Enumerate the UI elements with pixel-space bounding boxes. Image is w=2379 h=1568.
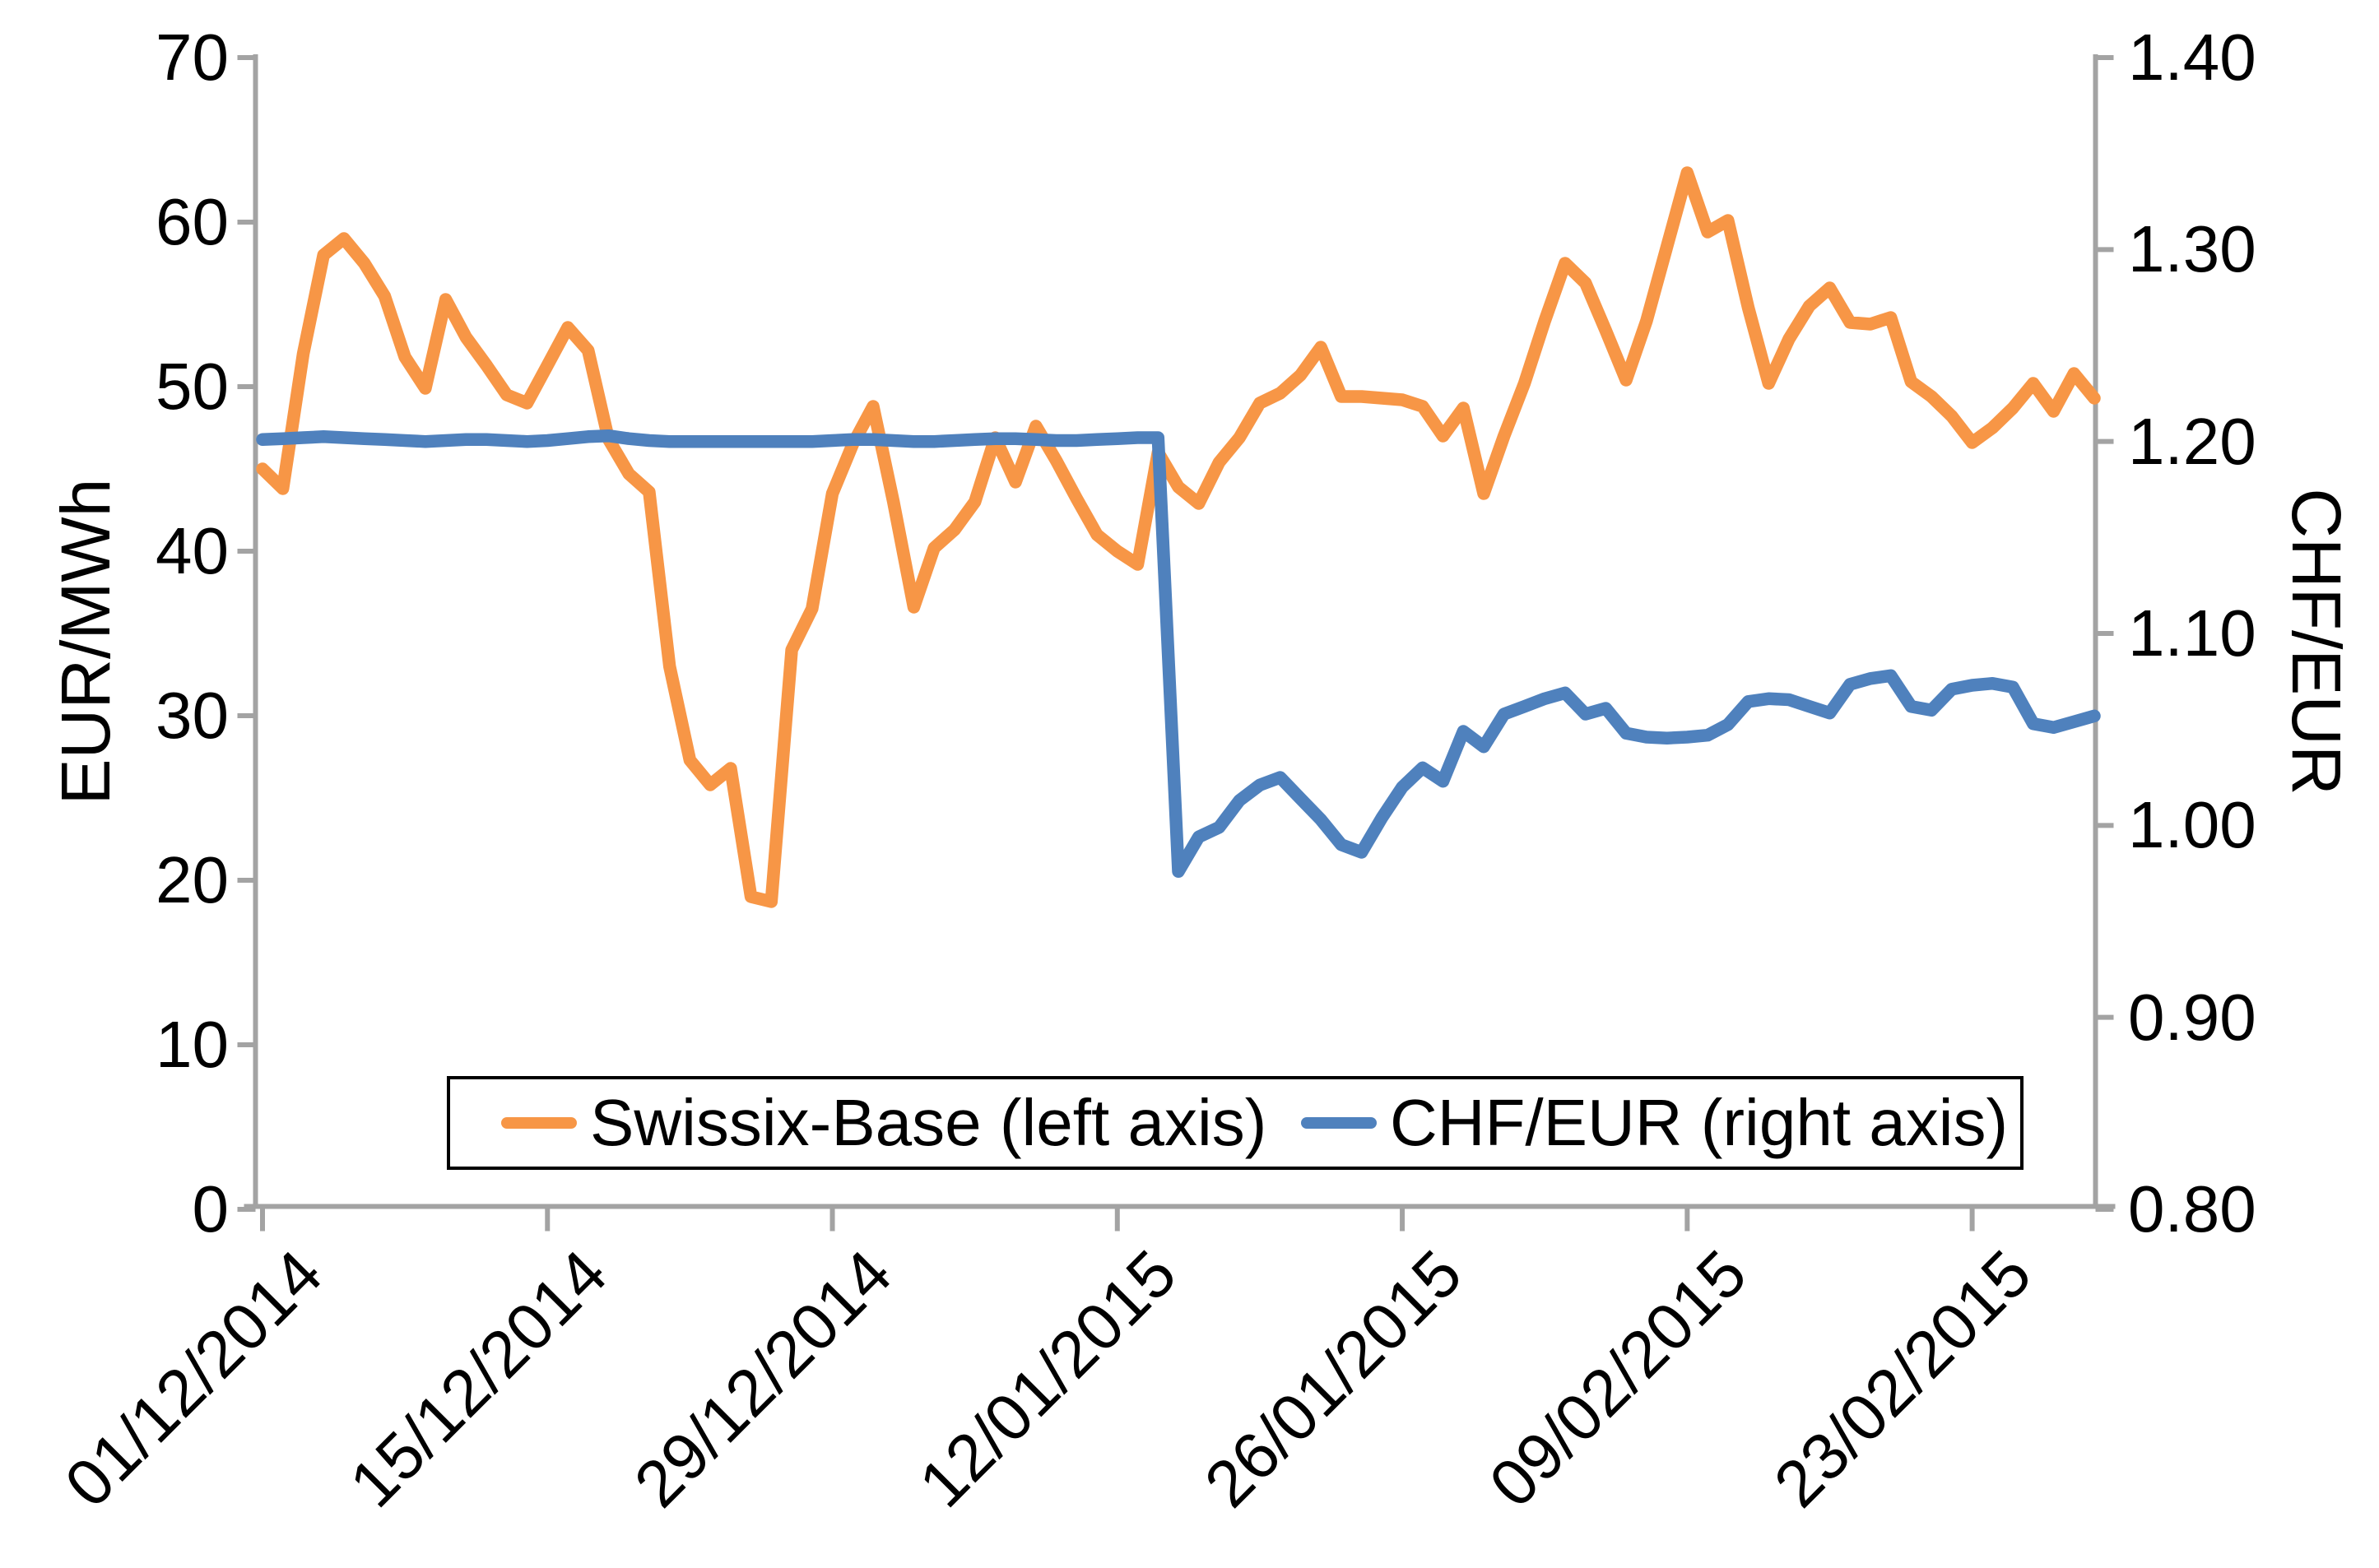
right-axis-tick-label: 0.80 xyxy=(2128,1172,2256,1246)
swissix-line-swatch xyxy=(501,1117,577,1129)
right-axis-tick-label: 1.20 xyxy=(2128,404,2256,478)
legend-label-chfeur: CHF/EUR (right axis) xyxy=(1390,1086,2009,1159)
chfeur-line-swatch xyxy=(1301,1117,1377,1129)
legend-label-swissix: Swissix-Base (left axis) xyxy=(590,1086,1267,1159)
left-axis-tick-label: 10 xyxy=(156,1008,229,1081)
legend-item-swissix: Swissix-Base (left axis) xyxy=(501,1079,1266,1167)
left-axis-tick-label: 30 xyxy=(156,679,229,752)
legend-item-chfeur: CHF/EUR (right axis) xyxy=(1301,1079,2008,1167)
left-axis-tick-label: 50 xyxy=(156,350,229,423)
right-axis-tick-label: 1.40 xyxy=(2128,21,2256,94)
left-axis-tick-label: 20 xyxy=(156,843,229,916)
legend: Swissix-Base (left axis) CHF/EUR (right … xyxy=(447,1076,2024,1170)
right-axis-tick-label: 1.30 xyxy=(2128,212,2256,286)
right-axis-tick-label: 1.00 xyxy=(2128,788,2256,862)
left-axis-tick-label: 40 xyxy=(156,514,229,587)
right-axis-tick-label: 1.10 xyxy=(2128,596,2256,670)
left-axis-tick-label: 70 xyxy=(156,21,229,94)
right-axis-tick-label: 0.90 xyxy=(2128,980,2256,1054)
left-axis-tick-label: 60 xyxy=(156,185,229,258)
chf-eur-line xyxy=(256,429,2101,879)
swissix-base-line xyxy=(256,166,2101,908)
left-axis-tick-label: 0 xyxy=(192,1172,230,1246)
